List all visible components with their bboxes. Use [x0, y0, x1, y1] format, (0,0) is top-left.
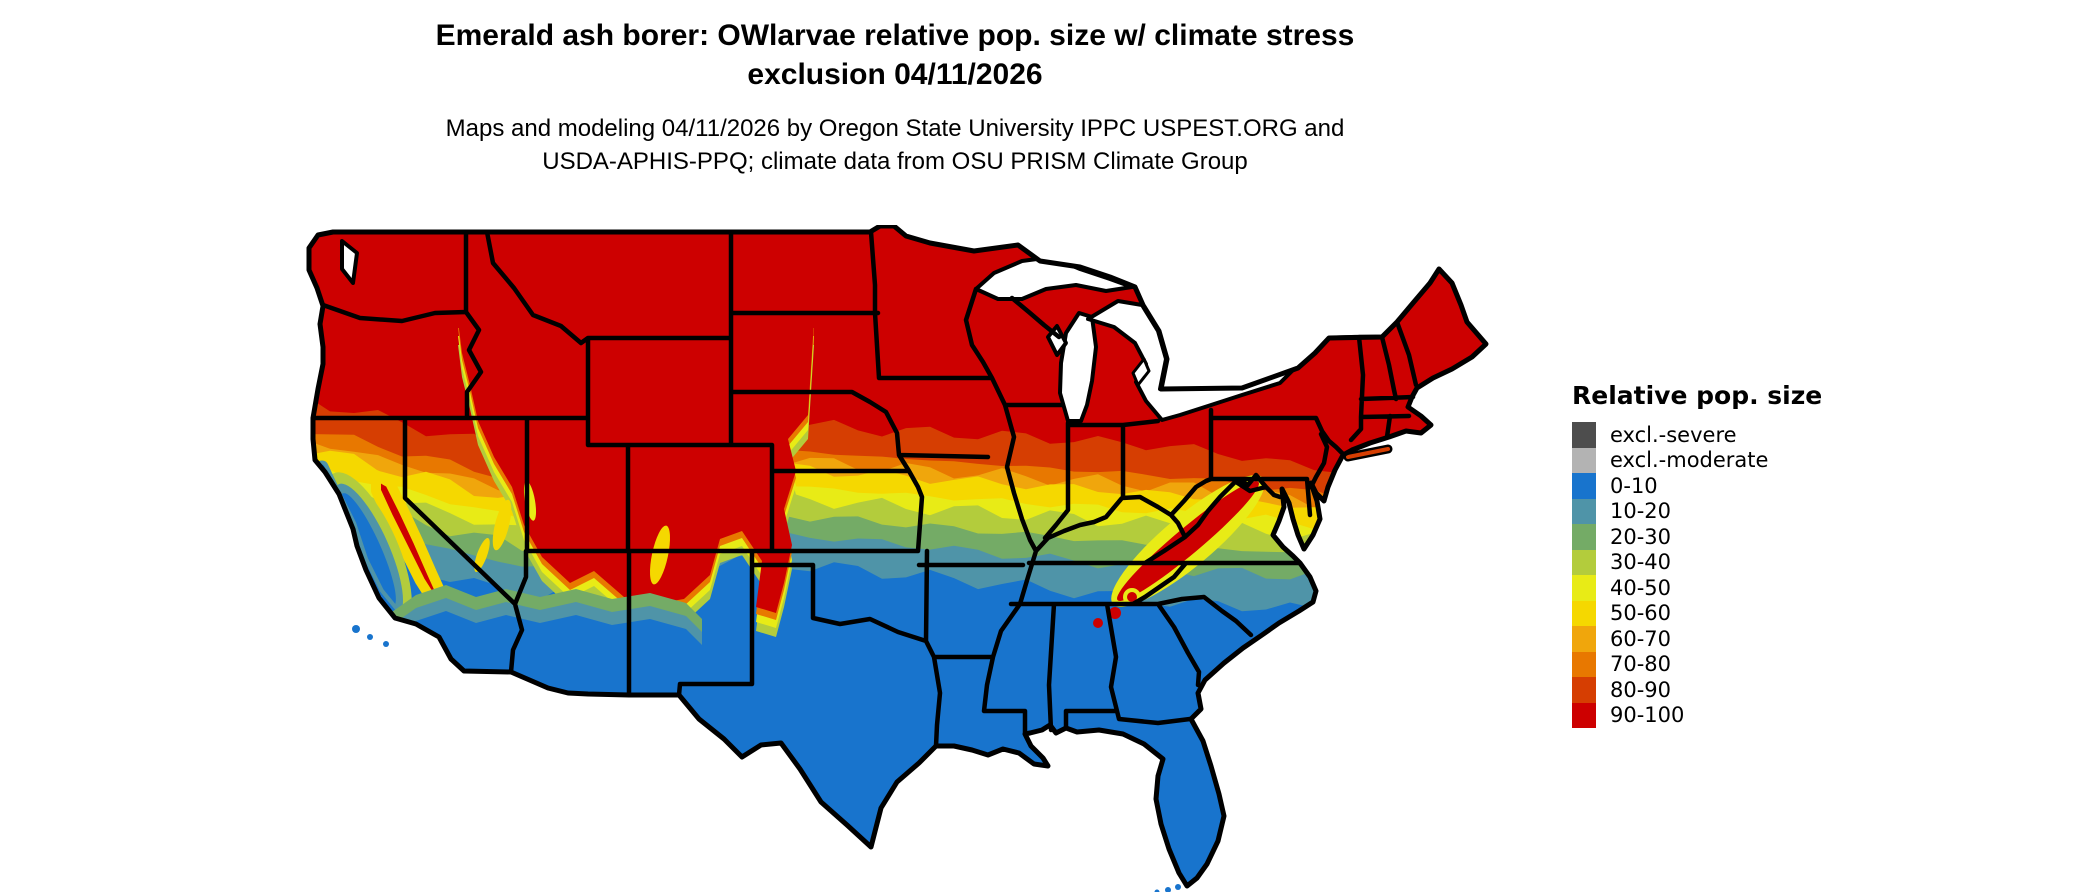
map-subtitle: Maps and modeling 04/11/2026 by Oregon S…	[230, 112, 1560, 178]
legend-item-label: 40-50	[1610, 575, 1672, 600]
legend-item-label: 30-40	[1610, 550, 1672, 575]
long-island	[1346, 447, 1390, 459]
appalachian-red-core	[1117, 481, 1259, 601]
legend-item-label: 70-80	[1610, 652, 1672, 677]
legend-title: Relative pop. size	[1572, 381, 1823, 410]
map-subtitle-line2: USDA-APHIS-PPQ; climate data from OSU PR…	[542, 148, 1248, 175]
florida-key	[1165, 887, 1171, 892]
legend-swatch	[1572, 524, 1596, 550]
florida-key	[1154, 889, 1160, 892]
us-outline	[306, 225, 1489, 889]
legend-swatch	[1572, 677, 1596, 703]
map-title-line2: exclusion 04/11/2026	[747, 58, 1043, 91]
raster-surface	[309, 226, 1486, 886]
desert-blue-core	[382, 611, 702, 695]
legend-item: 0-10	[1572, 473, 1822, 499]
channel-island	[383, 641, 389, 647]
legend-item: 40-50	[1572, 575, 1822, 601]
mogollon-yellow-streak	[649, 525, 671, 585]
mountain-west-red-zone	[458, 321, 814, 637]
legend-swatch	[1572, 473, 1596, 499]
legend-item-label: 20-30	[1610, 524, 1672, 549]
legend-item-label: 60-70	[1610, 626, 1672, 651]
legend-item-label: 0-10	[1610, 473, 1658, 498]
legend-rows: excl.-severe excl.-moderate 0-10 10-20 2…	[1572, 422, 1822, 728]
smoky-mtn-patch	[1093, 618, 1103, 628]
great-basin-yellow-streak	[474, 537, 490, 573]
west-red-core	[458, 321, 814, 613]
legend: Relative pop. size excl.-severe excl.-mo…	[1572, 381, 1822, 728]
legend-item-label: excl.-severe	[1610, 422, 1737, 447]
legend-item-label: 50-60	[1610, 601, 1672, 626]
appalachian-ridge	[1093, 475, 1265, 628]
legend-item: 50-60	[1572, 600, 1822, 626]
legend-item: 60-70	[1572, 626, 1822, 652]
legend-swatch	[1572, 600, 1596, 626]
florida-key	[1175, 884, 1181, 890]
legend-swatch	[1572, 422, 1596, 448]
legend-item: excl.-severe	[1572, 422, 1822, 448]
legend-swatch	[1572, 651, 1596, 677]
legend-item: 80-90	[1572, 677, 1822, 703]
great-basin-yellow-streak	[492, 499, 512, 551]
legend-swatch	[1572, 575, 1596, 601]
legend-item-label: 80-90	[1610, 677, 1672, 702]
legend-item-label: excl.-moderate	[1610, 448, 1769, 473]
offshore-islands	[327, 232, 1479, 892]
legend-swatch	[1572, 549, 1596, 575]
legend-swatch	[1572, 447, 1596, 473]
legend-item: 20-30	[1572, 524, 1822, 550]
us-map	[306, 225, 1489, 892]
legend-item: 90-100	[1572, 702, 1822, 728]
legend-item: 30-40	[1572, 549, 1822, 575]
legend-item: excl.-moderate	[1572, 447, 1822, 473]
southwest-desert-blue-zone	[382, 585, 702, 695]
legend-item-label: 90-100	[1610, 703, 1685, 728]
map-subtitle-line1: Maps and modeling 04/11/2026 by Oregon S…	[445, 115, 1345, 142]
legend-swatch	[1572, 626, 1596, 652]
map-title-line1: Emerald ash borer: OWlarvae relative pop…	[435, 19, 1355, 52]
legend-item-label: 10-20	[1610, 499, 1672, 524]
smoky-mtn-patch	[1109, 607, 1121, 619]
channel-island	[352, 625, 360, 633]
smoky-mtn-patch	[1127, 592, 1137, 602]
legend-swatch	[1572, 498, 1596, 524]
puget-sound	[340, 239, 359, 285]
channel-island	[367, 634, 373, 640]
map-title: Emerald ash borer: OWlarvae relative pop…	[230, 16, 1560, 94]
legend-item: 10-20	[1572, 498, 1822, 524]
legend-swatch	[1572, 702, 1596, 728]
legend-item: 70-80	[1572, 651, 1822, 677]
saginaw-bay	[1131, 357, 1151, 387]
